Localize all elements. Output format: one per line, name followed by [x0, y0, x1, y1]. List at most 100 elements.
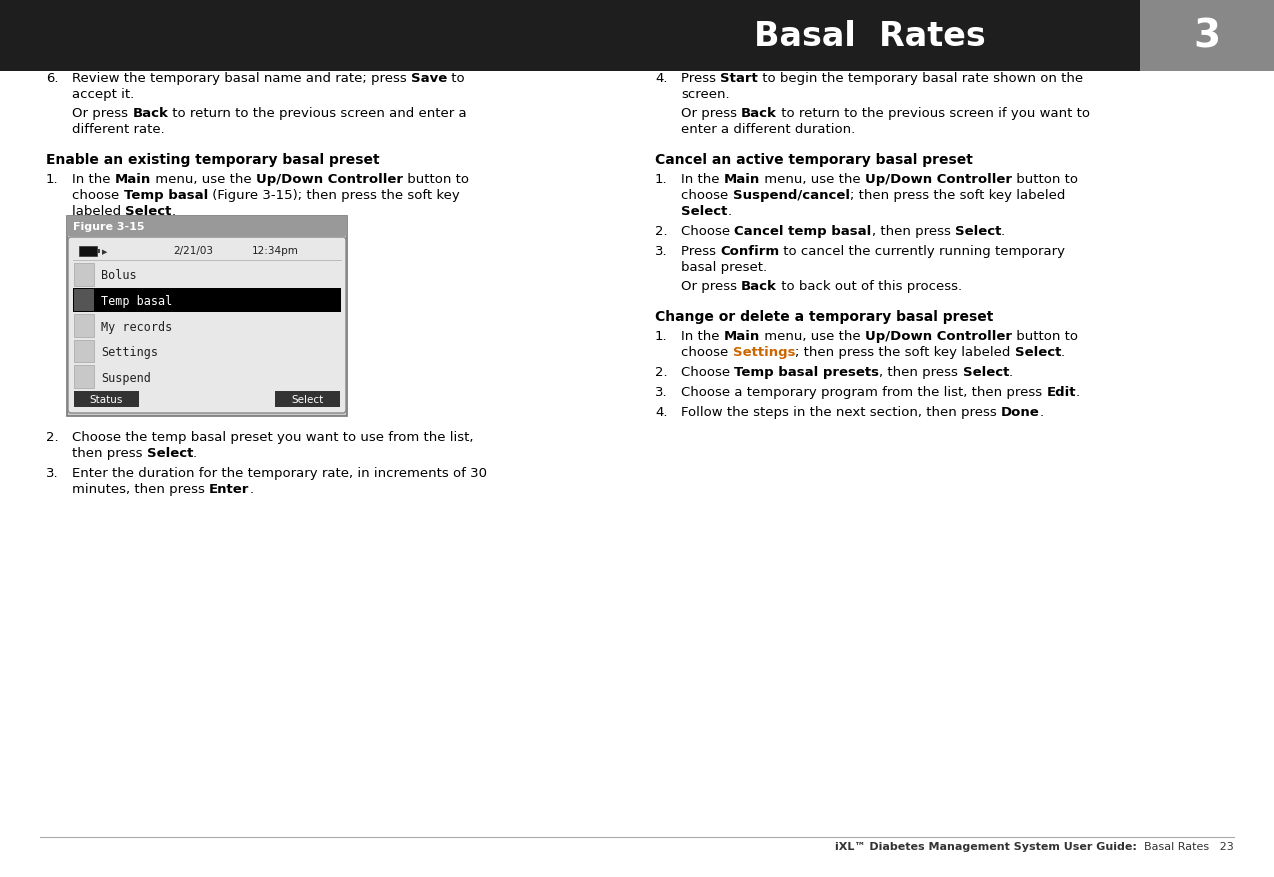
Text: 3.: 3. [655, 245, 668, 258]
Text: 3.: 3. [46, 467, 59, 480]
Bar [74, 289, 94, 312]
Text: Enter the duration for the temporary rate, in increments of 30: Enter the duration for the temporary rat… [73, 467, 487, 480]
Text: .: . [1040, 405, 1043, 418]
Text: Select: Select [682, 204, 727, 217]
Text: Figure 3-15: Figure 3-15 [73, 222, 144, 232]
Text: Or press: Or press [682, 280, 741, 293]
Text: 12:34pm: 12:34pm [251, 246, 298, 256]
Text: Edit: Edit [1046, 386, 1075, 398]
Text: 2.: 2. [46, 431, 59, 444]
Text: .: . [250, 482, 254, 496]
Text: Basal  Rates: Basal Rates [754, 19, 986, 53]
Text: button to: button to [1012, 330, 1078, 343]
Text: Press: Press [682, 245, 720, 258]
Text: In the: In the [73, 173, 115, 186]
Text: Up/Down Controller: Up/Down Controller [865, 173, 1012, 186]
Text: 1.: 1. [655, 330, 668, 343]
Bar [74, 264, 94, 286]
Text: button to: button to [1012, 173, 1078, 186]
Text: .: . [1009, 366, 1013, 379]
Text: Status: Status [89, 395, 124, 404]
Bar [79, 246, 97, 257]
Text: Choose a temporary program from the list, then press: Choose a temporary program from the list… [682, 386, 1046, 398]
Text: ▶: ▶ [102, 249, 107, 254]
Text: menu, use the: menu, use the [761, 330, 865, 343]
Bar [73, 289, 341, 313]
FancyBboxPatch shape [68, 238, 347, 414]
Text: .: . [194, 446, 197, 460]
Text: choose: choose [682, 189, 733, 202]
Text: , then press: , then press [879, 366, 962, 379]
Text: Select: Select [125, 204, 172, 217]
Text: Cancel an active temporary basal preset: Cancel an active temporary basal preset [655, 153, 973, 167]
Text: .: . [1075, 386, 1080, 398]
Text: .: . [172, 204, 176, 217]
Text: to cancel the currently running temporary: to cancel the currently running temporar… [780, 245, 1065, 258]
Text: labeled: labeled [73, 204, 125, 217]
Text: Or press: Or press [73, 107, 132, 120]
Text: 6.: 6. [46, 72, 59, 85]
Text: Follow the steps in the next section, then press: Follow the steps in the next section, th… [682, 405, 1001, 418]
Text: Bolus: Bolus [101, 269, 136, 282]
Text: Select: Select [962, 366, 1009, 379]
Text: (Figure 3-15); then press the soft key: (Figure 3-15); then press the soft key [208, 189, 460, 202]
Text: Suspend: Suspend [101, 371, 150, 384]
Text: Temp basal: Temp basal [124, 189, 208, 202]
Text: Cancel temp basal: Cancel temp basal [734, 225, 871, 238]
Text: to return to the previous screen if you want to: to return to the previous screen if you … [777, 107, 1091, 120]
Text: Back: Back [741, 107, 777, 120]
Text: 2.: 2. [655, 366, 668, 379]
Text: screen.: screen. [682, 88, 730, 101]
Bar [74, 391, 139, 408]
Text: 2.: 2. [655, 225, 668, 238]
Text: Choose: Choose [682, 366, 734, 379]
Text: In the: In the [682, 330, 724, 343]
Text: Enter: Enter [209, 482, 250, 496]
Text: Up/Down Controller: Up/Down Controller [256, 173, 403, 186]
Text: Confirm: Confirm [720, 245, 780, 258]
Text: choose: choose [73, 189, 124, 202]
Bar [74, 340, 94, 363]
Text: basal preset.: basal preset. [682, 260, 767, 274]
Bar [1140, 0, 1274, 72]
Text: Or press: Or press [682, 107, 741, 120]
Text: ; then press the soft key labeled: ; then press the soft key labeled [850, 189, 1065, 202]
Text: Choose the temp basal preset you want to use from the list,: Choose the temp basal preset you want to… [73, 431, 474, 444]
Text: then press: then press [73, 446, 147, 460]
Text: Review the temporary basal name and rate; press: Review the temporary basal name and rate… [73, 72, 412, 85]
Bar [74, 366, 94, 389]
Bar [0, 0, 1140, 72]
Text: Select: Select [1014, 346, 1061, 359]
Text: Start: Start [720, 72, 758, 85]
Text: Select: Select [954, 225, 1001, 238]
Text: Up/Down Controller: Up/Down Controller [865, 330, 1012, 343]
Text: .: . [1001, 225, 1005, 238]
Text: 2/21/03: 2/21/03 [173, 246, 214, 256]
Text: 4.: 4. [655, 72, 668, 85]
Text: My records: My records [101, 320, 172, 333]
Text: Change or delete a temporary basal preset: Change or delete a temporary basal prese… [655, 310, 994, 324]
Text: minutes, then press: minutes, then press [73, 482, 209, 496]
Text: button to: button to [403, 173, 469, 186]
Text: Back: Back [741, 280, 777, 293]
Text: to return to the previous screen and enter a: to return to the previous screen and ent… [168, 107, 466, 120]
Text: Press: Press [682, 72, 720, 85]
Text: Suspend/cancel: Suspend/cancel [733, 189, 850, 202]
Text: Temp basal: Temp basal [101, 295, 172, 308]
Bar [97, 250, 99, 253]
Text: 1.: 1. [46, 173, 59, 186]
Text: iXL™ Diabetes Management System User Guide:: iXL™ Diabetes Management System User Gui… [836, 841, 1138, 851]
Text: ; then press the soft key labeled: ; then press the soft key labeled [795, 346, 1014, 359]
Text: Settings: Settings [733, 346, 795, 359]
Text: Done: Done [1001, 405, 1040, 418]
Text: 4.: 4. [655, 405, 668, 418]
Text: Main: Main [724, 330, 761, 343]
Text: Basal Rates   23: Basal Rates 23 [1138, 841, 1235, 851]
Text: different rate.: different rate. [73, 123, 164, 136]
Text: enter a different duration.: enter a different duration. [682, 123, 855, 136]
Text: , then press: , then press [871, 225, 954, 238]
Text: .: . [727, 204, 731, 217]
Text: In the: In the [682, 173, 724, 186]
Text: choose: choose [682, 346, 733, 359]
Text: .: . [1061, 346, 1065, 359]
